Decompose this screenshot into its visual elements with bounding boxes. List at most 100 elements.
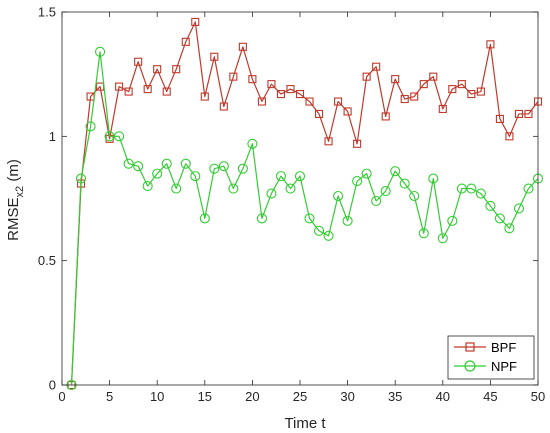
data-point-npf <box>247 138 258 149</box>
data-point-bpf <box>381 112 390 121</box>
series-line-npf <box>70 51 539 386</box>
data-point-bpf <box>305 97 314 106</box>
data-point-bpf <box>505 132 514 141</box>
data-point-npf <box>342 215 353 226</box>
data-point-bpf <box>362 72 371 81</box>
data-point-bpf <box>134 57 143 66</box>
data-point-npf <box>190 171 201 182</box>
legend-marker-bpf <box>465 342 475 352</box>
data-point-npf <box>323 230 334 241</box>
data-point-bpf <box>419 80 428 89</box>
x-tick-label: 45 <box>483 389 497 404</box>
x-axis-label: Time t <box>284 415 326 432</box>
data-point-npf <box>142 181 153 192</box>
y-axis-label: RMSEx2 (m) <box>5 159 26 241</box>
data-point-bpf <box>115 82 124 91</box>
data-point-npf <box>390 166 401 177</box>
data-point-bpf <box>153 65 162 74</box>
data-point-npf <box>123 158 134 169</box>
data-point-bpf <box>410 92 419 101</box>
data-point-npf <box>133 161 144 172</box>
data-point-bpf <box>286 85 295 94</box>
data-point-bpf <box>429 72 438 81</box>
data-point-npf <box>218 161 229 172</box>
data-point-bpf <box>124 87 133 96</box>
data-point-bpf <box>524 109 533 118</box>
data-point-bpf <box>172 65 181 74</box>
data-point-npf <box>418 228 429 239</box>
data-point-npf <box>199 213 210 224</box>
data-point-npf <box>523 183 534 194</box>
data-point-npf <box>256 213 267 224</box>
legend-box <box>447 335 535 380</box>
data-point-bpf <box>257 97 266 106</box>
data-point-bpf <box>181 37 190 46</box>
legend-marker-npf <box>464 360 476 372</box>
data-point-npf <box>294 171 306 182</box>
data-point-npf <box>428 173 439 184</box>
x-tick-label: 50 <box>531 389 545 404</box>
data-point-bpf <box>514 109 524 118</box>
data-point-npf <box>266 188 277 199</box>
data-point-npf <box>475 188 486 199</box>
data-point-npf <box>513 203 525 214</box>
data-point-npf <box>447 215 458 226</box>
data-point-bpf <box>295 90 305 99</box>
data-point-npf <box>409 190 420 202</box>
data-point-npf <box>399 178 410 189</box>
data-point-npf <box>352 176 363 187</box>
data-point-bpf <box>162 87 171 96</box>
data-point-bpf <box>391 75 400 84</box>
data-point-bpf <box>324 137 333 146</box>
legend-label-bpf: BPF <box>491 340 516 355</box>
data-point-npf <box>485 200 496 212</box>
legend-label-npf: NPF <box>491 359 517 374</box>
data-point-npf <box>180 158 191 169</box>
data-point-bpf <box>457 80 466 89</box>
data-point-npf <box>209 163 220 174</box>
y-tick-label: 1.5 <box>38 5 56 20</box>
data-point-bpf <box>334 97 343 106</box>
x-tick-label: 25 <box>293 389 307 404</box>
axes-layer: 0 5 10 15 20 25 30 35 40 45 50 0 0.5 1 1.5 <box>38 5 545 405</box>
data-point-npf <box>228 183 239 194</box>
data-point-bpf <box>143 85 152 94</box>
data-point-npf <box>171 183 182 194</box>
data-point-bpf <box>191 17 200 27</box>
data-point-npf <box>237 163 248 174</box>
y-tick-label: 0 <box>49 378 56 393</box>
data-point-npf <box>152 168 163 179</box>
data-point-bpf <box>343 107 352 116</box>
y-axis-label-main: RMSE <box>5 197 22 240</box>
data-point-npf <box>275 171 287 182</box>
data-point-npf <box>95 46 106 57</box>
data-point-npf <box>333 190 344 202</box>
data-point-npf <box>75 173 87 184</box>
svg-text:RMSEx2 (m): RMSEx2 (m) <box>5 159 26 241</box>
x-tick-label: 10 <box>150 389 164 404</box>
data-point-npf <box>494 213 505 224</box>
data-point-bpf <box>314 109 324 118</box>
data-point-bpf <box>353 139 362 148</box>
x-tick-label: 15 <box>198 389 212 404</box>
data-point-npf <box>313 225 325 236</box>
data-point-npf <box>380 185 391 197</box>
data-point-npf <box>466 183 477 194</box>
data-point-npf <box>114 131 125 142</box>
legend: BPF NPF <box>447 335 535 380</box>
data-point-bpf <box>210 52 219 61</box>
y-axis-label-subscript: x2 <box>14 186 26 198</box>
x-tick-label: 20 <box>245 389 259 404</box>
data-point-bpf <box>229 72 238 81</box>
data-point-bpf <box>276 90 286 99</box>
data-point-npf <box>85 121 96 132</box>
data-point-npf <box>304 213 315 224</box>
x-tick-label: 40 <box>436 389 450 404</box>
data-point-bpf <box>238 42 247 51</box>
data-point-bpf <box>219 102 228 111</box>
data-point-bpf <box>267 80 276 89</box>
x-tick-label: 30 <box>340 389 354 404</box>
y-tick-label: 1 <box>49 129 56 144</box>
x-tick-label: 5 <box>106 389 113 404</box>
